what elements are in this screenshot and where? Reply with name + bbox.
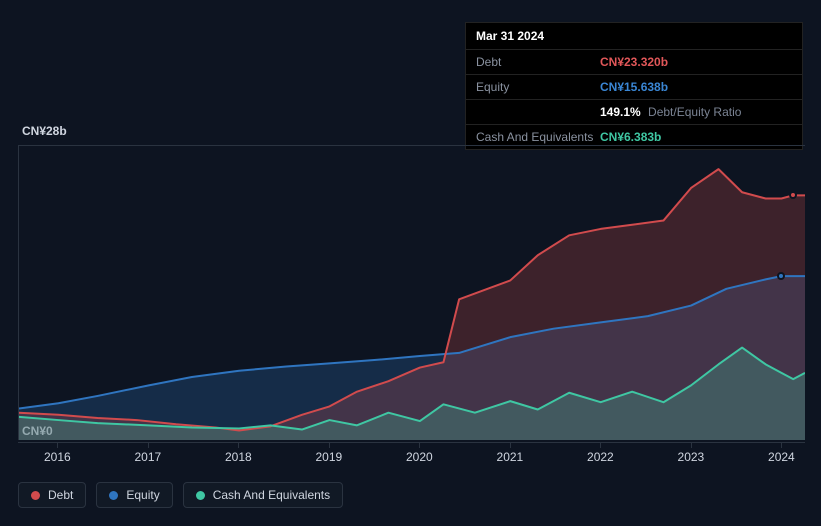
tooltip-row: EquityCN¥15.638b (466, 75, 802, 100)
area-chart (18, 145, 805, 440)
x-axis: 201620172018201920202021202220232024 (18, 442, 805, 452)
x-axis-label: 2020 (406, 450, 433, 464)
x-axis-label: 2017 (134, 450, 161, 464)
x-tick (419, 443, 420, 448)
tooltip-row: 149.1% Debt/Equity Ratio (466, 100, 802, 125)
legend-item[interactable]: Cash And Equivalents (183, 482, 343, 508)
x-axis-label: 2019 (316, 450, 343, 464)
series-end-marker (777, 272, 785, 280)
legend: Debt Equity Cash And Equivalents (18, 482, 343, 508)
tooltip-value: 149.1% Debt/Equity Ratio (600, 105, 741, 119)
legend-swatch (196, 491, 205, 500)
x-tick (600, 443, 601, 448)
x-tick (238, 443, 239, 448)
legend-label: Equity (126, 488, 159, 502)
x-axis-label: 2023 (678, 450, 705, 464)
tooltip-value: CN¥23.320b (600, 55, 668, 69)
legend-swatch (31, 491, 40, 500)
x-axis-label: 2022 (587, 450, 614, 464)
legend-item[interactable]: Debt (18, 482, 86, 508)
tooltip-row: DebtCN¥23.320b (466, 50, 802, 75)
y-axis-max-label: CN¥28b (22, 124, 67, 138)
x-axis-label: 2018 (225, 450, 252, 464)
x-axis-label: 2016 (44, 450, 71, 464)
x-axis-label: 2021 (497, 450, 524, 464)
tooltip-label: Equity (476, 80, 600, 94)
tooltip-date: Mar 31 2024 (466, 23, 802, 50)
x-tick (148, 443, 149, 448)
x-tick (781, 443, 782, 448)
x-axis-label: 2024 (768, 450, 795, 464)
tooltip-label: Debt (476, 55, 600, 69)
tooltip-value: CN¥6.383b (600, 130, 661, 144)
series-end-marker (789, 191, 797, 199)
x-tick (329, 443, 330, 448)
x-tick (57, 443, 58, 448)
legend-label: Debt (48, 488, 73, 502)
chart-tooltip: Mar 31 2024 DebtCN¥23.320bEquityCN¥15.63… (465, 22, 803, 150)
legend-label: Cash And Equivalents (213, 488, 330, 502)
tooltip-value: CN¥15.638b (600, 80, 668, 94)
tooltip-label: Cash And Equivalents (476, 130, 600, 144)
x-tick (691, 443, 692, 448)
legend-item[interactable]: Equity (96, 482, 172, 508)
legend-swatch (109, 491, 118, 500)
x-tick (510, 443, 511, 448)
tooltip-label (476, 105, 600, 119)
